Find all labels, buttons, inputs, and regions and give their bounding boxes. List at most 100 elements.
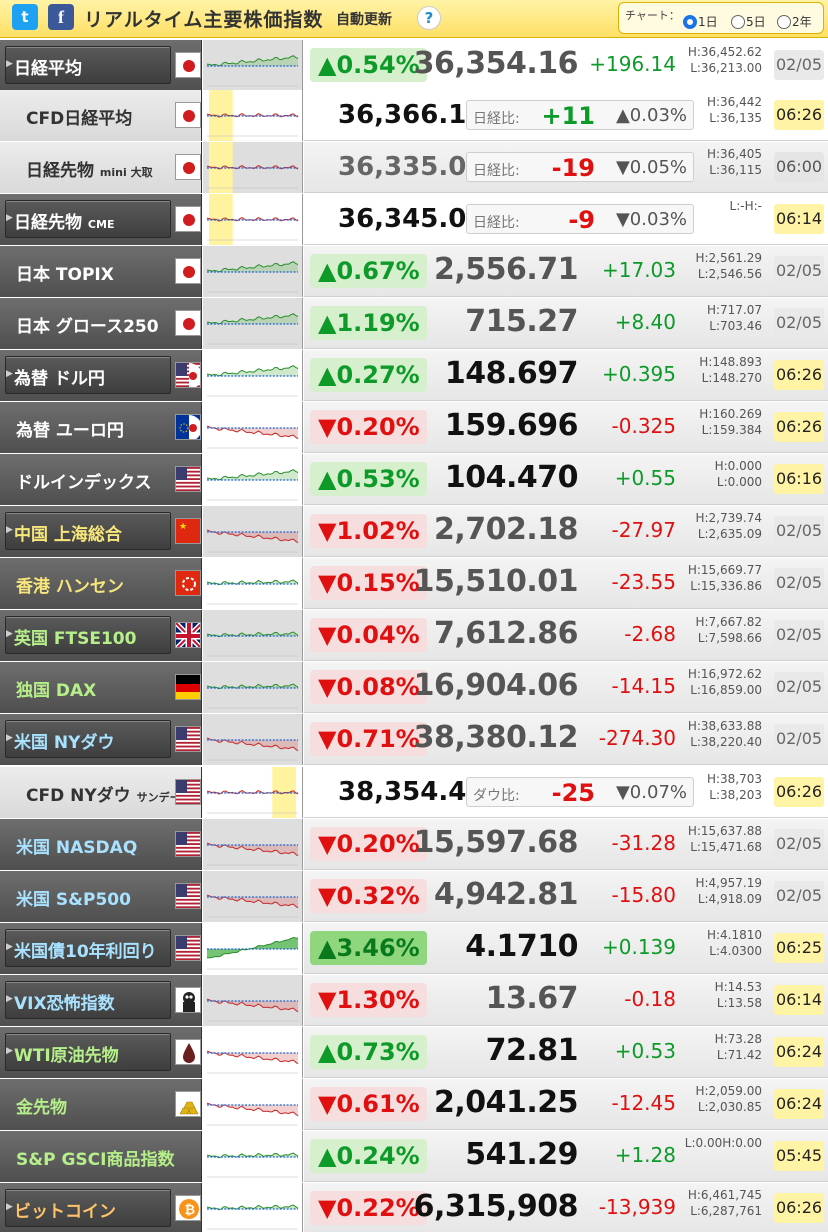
- quote-name-text: 香港 ハンセン: [16, 577, 124, 597]
- mini-chart[interactable]: [203, 402, 303, 453]
- quote-name-cell[interactable]: 米国 NASDAQ: [0, 819, 202, 870]
- mini-chart[interactable]: [203, 819, 303, 870]
- quote-row[interactable]: ▶ WTI原油先物 ▲0.73% 72.81 +0.53 H:73.28 L:71.42 06…: [0, 1027, 828, 1078]
- quote-row[interactable]: S&P GSCI商品指数 ▲0.24% 541.29 +1.28 L:0.00H:0.0…: [0, 1131, 828, 1182]
- mini-chart[interactable]: [203, 1183, 303, 1232]
- mini-chart[interactable]: [203, 298, 303, 349]
- quote-row[interactable]: CFD NYダウ サンデー 38,354.40 ダウ比: -25 ▼0.07% H:38,…: [0, 767, 828, 818]
- mini-chart[interactable]: [203, 1027, 303, 1078]
- mini-chart[interactable]: [203, 246, 303, 297]
- quote-name-cell[interactable]: 日本 TOPIX: [0, 246, 202, 297]
- quote-row[interactable]: CFD日経平均 36,366.10 日経比: +11 ▲0.03% H:36,442 L:3…: [0, 90, 828, 141]
- quote-name-button[interactable]: [5, 200, 171, 238]
- high-value: H:4,957.19: [695, 876, 762, 890]
- quote-name-cell[interactable]: ▶ 日経平均: [0, 40, 202, 91]
- mini-chart[interactable]: [203, 1131, 303, 1182]
- mini-chart[interactable]: [203, 506, 303, 557]
- quote-name-cell[interactable]: 米国 S&P500: [0, 871, 202, 922]
- quote-row[interactable]: ▶ 日経平均 ▲0.54% 36,354.16 +196.14 H:36,452.62 L:…: [0, 40, 828, 91]
- high-value: H:6,461,745: [687, 1188, 762, 1202]
- quote-name-cell[interactable]: S&P GSCI商品指数: [0, 1131, 202, 1182]
- quote-name-button[interactable]: [5, 356, 171, 394]
- mini-chart[interactable]: [203, 662, 303, 713]
- mini-chart[interactable]: [203, 90, 303, 141]
- quote-row[interactable]: 金先物 ▼0.61% 2,041.25 -12.45 H:2,059.00 L:2,030…: [0, 1079, 828, 1130]
- quote-name-button[interactable]: [5, 1189, 171, 1227]
- quote-row[interactable]: ▶ ビットコイン ₿ ▼0.22% 6,315,908 -13,939 H:6,461,74…: [0, 1183, 828, 1232]
- quote-row[interactable]: ▶ 米国債10年利回り ▲3.46% 4.1710 +0.139 H:4.1810 L:4.…: [0, 923, 828, 974]
- mini-chart[interactable]: [203, 142, 303, 193]
- mini-chart[interactable]: [203, 558, 303, 609]
- period-radio-5d[interactable]: 5日: [731, 13, 766, 30]
- facebook-icon[interactable]: f: [48, 4, 74, 30]
- mini-chart[interactable]: [203, 350, 303, 401]
- quote-name-button[interactable]: [5, 616, 171, 654]
- quote-name-cell[interactable]: ▶ VIX恐怖指数: [0, 975, 202, 1026]
- change-value: +17.03: [601, 258, 676, 282]
- quote-name-cell[interactable]: ドルインデックス: [0, 454, 202, 505]
- help-icon[interactable]: ?: [417, 6, 441, 30]
- quote-name-cell[interactable]: CFD NYダウ サンデー: [0, 767, 202, 818]
- mini-chart[interactable]: [203, 714, 303, 765]
- quote-name-cell[interactable]: ▶ 米国債10年利回り: [0, 923, 202, 974]
- quote-name-cell[interactable]: 為替 ユーロ円: [0, 402, 202, 453]
- quote-row[interactable]: 為替 ユーロ円 ▼0.20% 159.696 -0.325 H:160.269 L:159…: [0, 402, 828, 453]
- quote-row[interactable]: ▶ 英国 FTSE100 ▼0.04% 7,612.86 -2.68 H:7,667.82…: [0, 610, 828, 661]
- quote-name-cell[interactable]: 香港 ハンセン: [0, 558, 202, 609]
- quote-name-text: 日経先物: [26, 161, 94, 181]
- quote-name-cell[interactable]: ▶ 日経先物 CME: [0, 194, 202, 245]
- quote-row[interactable]: 日本 TOPIX ▲0.67% 2,556.71 +17.03 H:2,561.29 L:…: [0, 246, 828, 297]
- mini-chart[interactable]: [203, 767, 303, 818]
- quote-name-button[interactable]: [5, 1033, 171, 1071]
- quote-row[interactable]: 香港 ハンセン ▼0.15% 15,510.01 -23.55 H:15,669.77 L…: [0, 558, 828, 609]
- quote-row[interactable]: ▶ 為替 ドル円 ▲0.27% 148.697 +0.395 H:148.893 L:148…: [0, 350, 828, 401]
- mini-chart[interactable]: [203, 871, 303, 922]
- quote-row[interactable]: ▶ 中国 上海総合 ★ ▼1.02% 2,702.18 -27.97 H:2,739.74 L…: [0, 506, 828, 557]
- quote-name-cell[interactable]: 日経先物 mini 大取: [0, 142, 202, 193]
- percent-change-badge: ▼0.15%: [310, 566, 427, 600]
- mini-chart[interactable]: [203, 975, 303, 1026]
- mini-chart[interactable]: [203, 40, 303, 91]
- period-radio-2y[interactable]: 2年: [777, 13, 812, 30]
- low-value: L:7,598.66: [697, 631, 762, 645]
- expand-triangle-icon: ▶: [6, 942, 13, 952]
- update-time: 06:26: [774, 777, 824, 807]
- quote-name: 日経先物 mini 大取: [26, 156, 153, 181]
- quote-name-button[interactable]: [5, 929, 171, 967]
- high-value: H:14.53: [714, 980, 762, 994]
- quote-name-cell[interactable]: ▶ ビットコイン ₿: [0, 1183, 202, 1232]
- quote-name-cell[interactable]: ▶ WTI原油先物: [0, 1027, 202, 1078]
- quote-name: 米国 NYダウ: [14, 728, 114, 753]
- mini-chart[interactable]: [203, 610, 303, 661]
- low-value: L:0.000: [716, 475, 762, 489]
- quote-row[interactable]: 日本 グロース250 ▲1.19% 715.27 +8.40 H:717.07 L:703…: [0, 298, 828, 349]
- quote-name-button[interactable]: [5, 512, 171, 550]
- quote-row[interactable]: 独国 DAX ▼0.08% 16,904.06 -14.15 H:16,972.62 L:…: [0, 662, 828, 713]
- quote-row[interactable]: 米国 S&P500 ▼0.32% 4,942.81 -15.80 H:4,957.19 L…: [0, 871, 828, 922]
- mini-chart[interactable]: [203, 1079, 303, 1130]
- quote-row[interactable]: ドルインデックス ▲0.53% 104.470 +0.55 H:0.000 L:0.000…: [0, 454, 828, 505]
- quote-row[interactable]: ▶ 米国 NYダウ ▼0.71% 38,380.12 -274.30 H:38,633.8…: [0, 714, 828, 765]
- mini-chart[interactable]: [203, 923, 303, 974]
- quote-name-cell[interactable]: ▶ 英国 FTSE100: [0, 610, 202, 661]
- quote-row[interactable]: ▶ VIX恐怖指数 ▼1.30% 13.67 -0.18 H:14.53 L:13.58 06…: [0, 975, 828, 1026]
- quote-row[interactable]: 米国 NASDAQ ▼0.20% 15,597.68 -31.28 H:15,637.8…: [0, 819, 828, 870]
- mini-chart[interactable]: [203, 194, 303, 245]
- quote-name-cell[interactable]: CFD日経平均: [0, 90, 202, 141]
- quote-name-button[interactable]: [5, 46, 171, 84]
- period-radio-1d[interactable]: 1日: [683, 13, 718, 30]
- quote-name-cell[interactable]: 日本 グロース250: [0, 298, 202, 349]
- diff-percent: ▼0.05%: [615, 157, 687, 178]
- mini-chart[interactable]: [203, 454, 303, 505]
- quote-name-cell[interactable]: ▶ 中国 上海総合 ★: [0, 506, 202, 557]
- quote-name-cell[interactable]: ▶ 為替 ドル円: [0, 350, 202, 401]
- quote-name-cell[interactable]: ▶ 米国 NYダウ: [0, 714, 202, 765]
- quote-row[interactable]: ▶ 日経先物 CME 36,345.00 日経比: -9 ▼0.03% L:-H:- 06:1…: [0, 194, 828, 245]
- quote-name-button[interactable]: [5, 981, 171, 1019]
- quote-name-button[interactable]: [5, 720, 171, 758]
- quote-name-text: 英国 FTSE100: [14, 629, 137, 649]
- quote-name-cell[interactable]: 独国 DAX: [0, 662, 202, 713]
- twitter-icon[interactable]: t: [12, 4, 38, 30]
- quote-row[interactable]: 日経先物 mini 大取 36,335.00 日経比: -19 ▼0.05% H:36,4…: [0, 142, 828, 193]
- quote-name-cell[interactable]: 金先物: [0, 1079, 202, 1130]
